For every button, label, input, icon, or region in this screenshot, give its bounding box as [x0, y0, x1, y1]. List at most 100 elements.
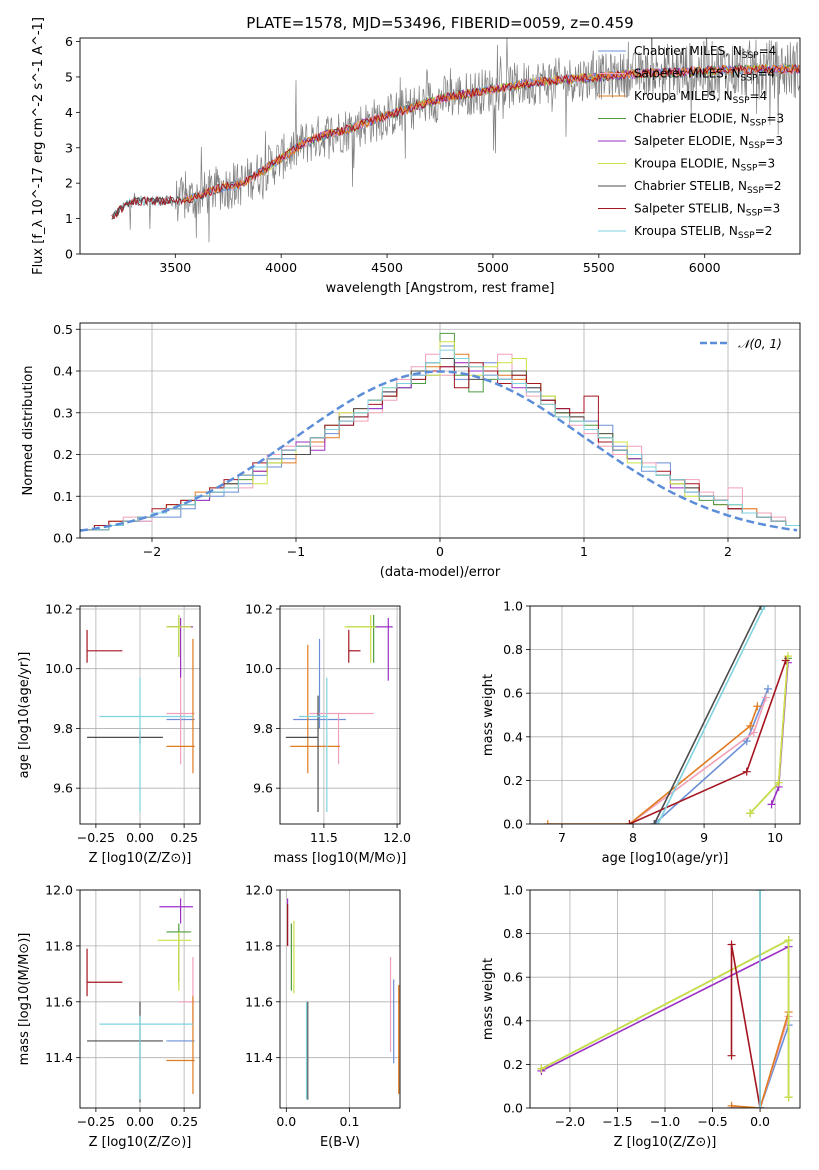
y-tick-label: 1 [65, 211, 73, 226]
panel-weight-vs-Z: −2.0 −1.5 −1.0 −0.5 0.0 0.0 0.2 0.4 0.6 0.8 1.0 Z [… [481, 883, 801, 1150]
errorbar-salpeter-miles [309, 712, 374, 765]
x-axis-label: mass [log10(M/M⊙)] [274, 851, 407, 866]
y-tick-label: 11.4 [245, 1050, 273, 1065]
weight-marker [753, 702, 762, 711]
x-tick-label: 9 [700, 830, 708, 845]
y-axis-label: mass weight [481, 958, 496, 1040]
weight-marker [749, 728, 758, 737]
axes-frame [279, 605, 401, 825]
legend-label: Kroupa MILES, NSSP=4 [634, 89, 767, 106]
x-tick-label: 2 [724, 544, 732, 559]
normal-curve [80, 370, 798, 532]
legend-label: Salpeter ELODIE, NSSP=3 [634, 134, 783, 151]
errorbar-kroupa-miles [290, 644, 340, 774]
weight-marker [650, 820, 659, 824]
weight-series-kroupa-elodie [537, 936, 793, 1102]
legend-label: Chabrier MILES, NSSP=4 [634, 44, 776, 61]
weight-series-chabrier-stelib [650, 606, 765, 824]
y-tick-label: 0.8 [503, 642, 523, 657]
x-tick-label: 3500 [159, 260, 191, 275]
axes-frame [79, 37, 801, 255]
y-tick-label: 0.2 [503, 773, 523, 788]
x-tick-label: 0.25 [170, 830, 198, 845]
model-spectrum-salpeter-stelib [111, 64, 800, 219]
panel-spectrum: 3500 4000 4500 5000 5500 6000 0 1 2 3 4 5 6 wavelengt… [31, 17, 801, 296]
x-tick-label: 0.00 [126, 1114, 154, 1129]
x-tick-label: 5500 [583, 260, 615, 275]
x-tick-label: −0.25 [77, 1114, 115, 1129]
weight-series-kroupa-stelib [756, 890, 765, 1108]
x-tick-label: −1 [287, 544, 305, 559]
axes-frame [79, 605, 201, 825]
plot-area [111, 38, 800, 243]
errorbar-chabrier-stelib [87, 1001, 163, 1103]
axes-frame [79, 889, 201, 1109]
y-tick-label: 0.3 [53, 405, 73, 420]
x-tick-label: 0.0 [750, 1114, 770, 1129]
plot-area [530, 890, 800, 1108]
x-tick-label: 5000 [477, 260, 509, 275]
y-tick-label: 0.2 [53, 447, 73, 462]
x-axis-label: Z [log10(Z/Z⊙)] [89, 851, 192, 866]
y-tick-label: 0.6 [503, 970, 523, 985]
weight-series-salpeter-stelib [727, 940, 765, 1108]
panel-age-vs-Z: −0.25 0.00 0.25 9.6 9.8 10.0 10.2 Z [log10(Z/Z⊙… [17, 601, 201, 866]
errorbar-chabrier-stelib [285, 695, 319, 813]
y-tick-label: 12.0 [245, 883, 273, 898]
axes-frame [529, 605, 801, 825]
panel-weight-vs-age: 7 8 9 10 0.0 0.2 0.4 0.6 0.8 1.0 age [log10(age/yr… [481, 599, 801, 866]
y-tick-label: 11.6 [45, 994, 73, 1009]
y-axis-label: age [log10(age/yr)] [17, 652, 32, 779]
x-axis-label: wavelength [Angstrom, rest frame] [326, 281, 555, 296]
errorbar-kroupa-miles [166, 638, 195, 774]
errorbar-kroupa-stelib [99, 677, 193, 813]
weight-marker [774, 778, 783, 787]
weight-marker [746, 809, 755, 818]
y-tick-label: 1.0 [503, 883, 523, 898]
weight-marker [727, 1101, 736, 1108]
y-tick-label: 5 [65, 69, 73, 84]
errorbar-kroupa-elodie [166, 614, 192, 657]
y-tick-label: 9.6 [53, 781, 73, 796]
x-tick-label: 0.1 [340, 1114, 360, 1129]
y-tick-label: 9.6 [253, 781, 273, 796]
x-tick-label: 10 [767, 830, 783, 845]
y-tick-label: 0.4 [503, 729, 523, 744]
y-tick-label: 11.8 [245, 938, 273, 953]
x-tick-label: 0.00 [126, 830, 154, 845]
panel-mass-vs-ebv: 0.0 0.1 11.4 11.6 11.8 12.0 E(B-V) [245, 883, 401, 1150]
x-tick-label: 0.25 [170, 1114, 198, 1129]
x-tick-label: −2 [143, 544, 161, 559]
y-tick-label: 0.4 [503, 1013, 523, 1028]
errorbar-kroupa-elodie [344, 614, 376, 663]
errorbar-chabrier-stelib [87, 731, 163, 744]
x-axis-label: E(B-V) [320, 1135, 360, 1150]
y-axis-label: mass [log10(M/M⊙)] [17, 933, 32, 1066]
y-tick-label: 12.0 [45, 883, 73, 898]
y-tick-label: 0.0 [503, 817, 523, 832]
weight-marker [756, 606, 765, 610]
x-tick-label: −1.0 [650, 1114, 680, 1129]
y-tick-label: 0 [65, 247, 73, 262]
errorbar-salpeter-stelib [348, 629, 361, 663]
y-axis-label: Normed distribution [21, 366, 36, 496]
y-tick-label: 11.4 [45, 1050, 73, 1065]
weight-series-kroupa-elodie [746, 652, 792, 818]
x-tick-label: 4500 [371, 260, 403, 275]
x-tick-label: −1.5 [602, 1114, 632, 1129]
weight-marker [784, 936, 793, 945]
plot-area [80, 606, 200, 824]
x-tick-label: 11.5 [310, 830, 338, 845]
figure-title: PLATE=1578, MJD=53496, FIBERID=0059, z=0… [246, 14, 633, 32]
x-tick-label: 4000 [265, 260, 297, 275]
y-tick-label: 0.6 [503, 686, 523, 701]
weight-line [657, 606, 766, 824]
plot-area [280, 890, 400, 1108]
x-axis-label: Z [log10(Z/Z⊙)] [614, 1135, 717, 1150]
weight-marker [746, 721, 755, 730]
weight-marker [625, 820, 634, 824]
y-tick-label: 6 [65, 34, 73, 49]
weight-marker [727, 940, 736, 949]
y-tick-label: 11.8 [45, 938, 73, 953]
